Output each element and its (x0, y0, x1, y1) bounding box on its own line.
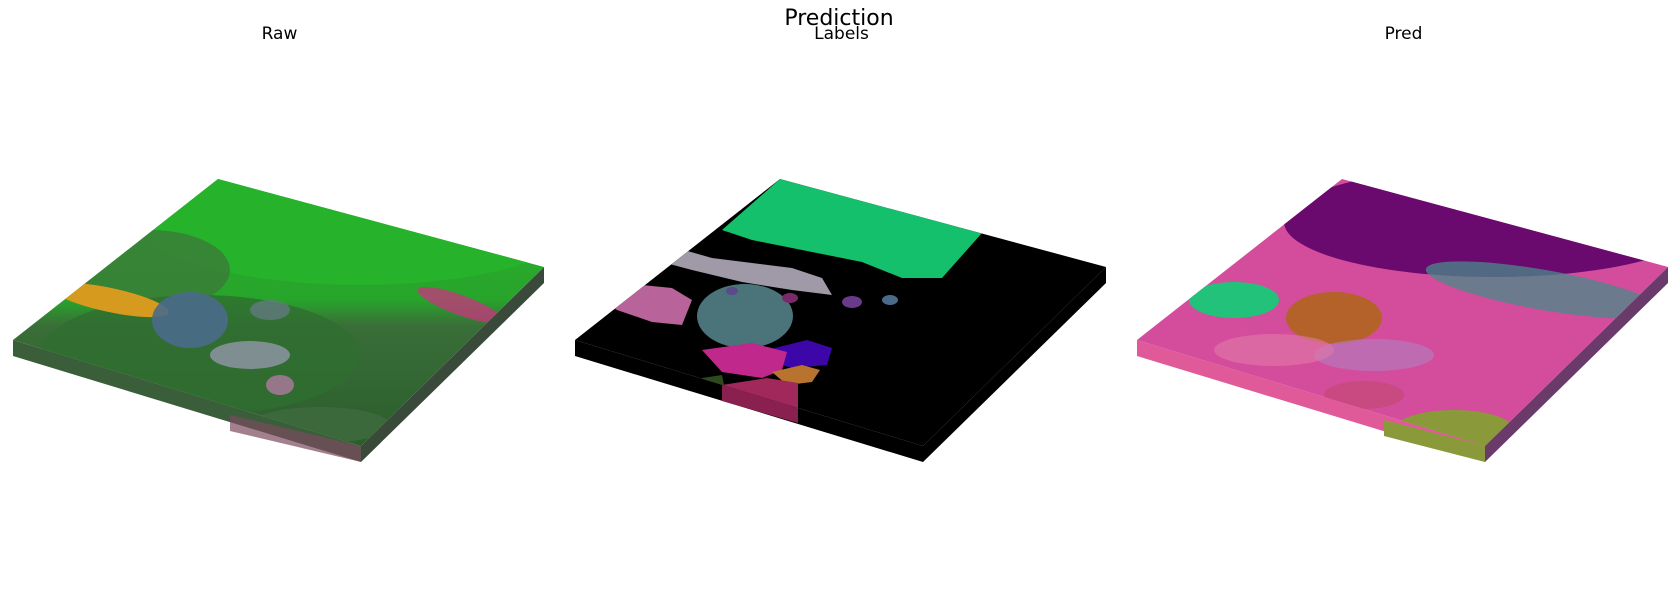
label-magenta-region (702, 343, 787, 378)
label-gray-region (662, 248, 832, 295)
label-green-region (722, 179, 982, 278)
figure-title: Prediction (784, 6, 894, 31)
panel-title-raw: Raw (261, 24, 298, 44)
pred-volume-render (1137, 179, 1668, 462)
panel-pred: Pred (1124, 0, 1678, 593)
raw-side-right (361, 267, 544, 462)
panel-labels: Labels (562, 0, 1121, 593)
pred-side-right (1485, 267, 1668, 462)
label-orange-region (772, 365, 820, 385)
raw-volume-render (13, 179, 544, 462)
panel-title-pred: Pred (1384, 24, 1423, 44)
panel-raw: Raw (0, 0, 559, 593)
labels-volume-render (575, 179, 1106, 462)
panel-title-labels: Labels (814, 24, 869, 44)
label-teal-region (697, 284, 793, 348)
labels-side-right (923, 267, 1106, 462)
